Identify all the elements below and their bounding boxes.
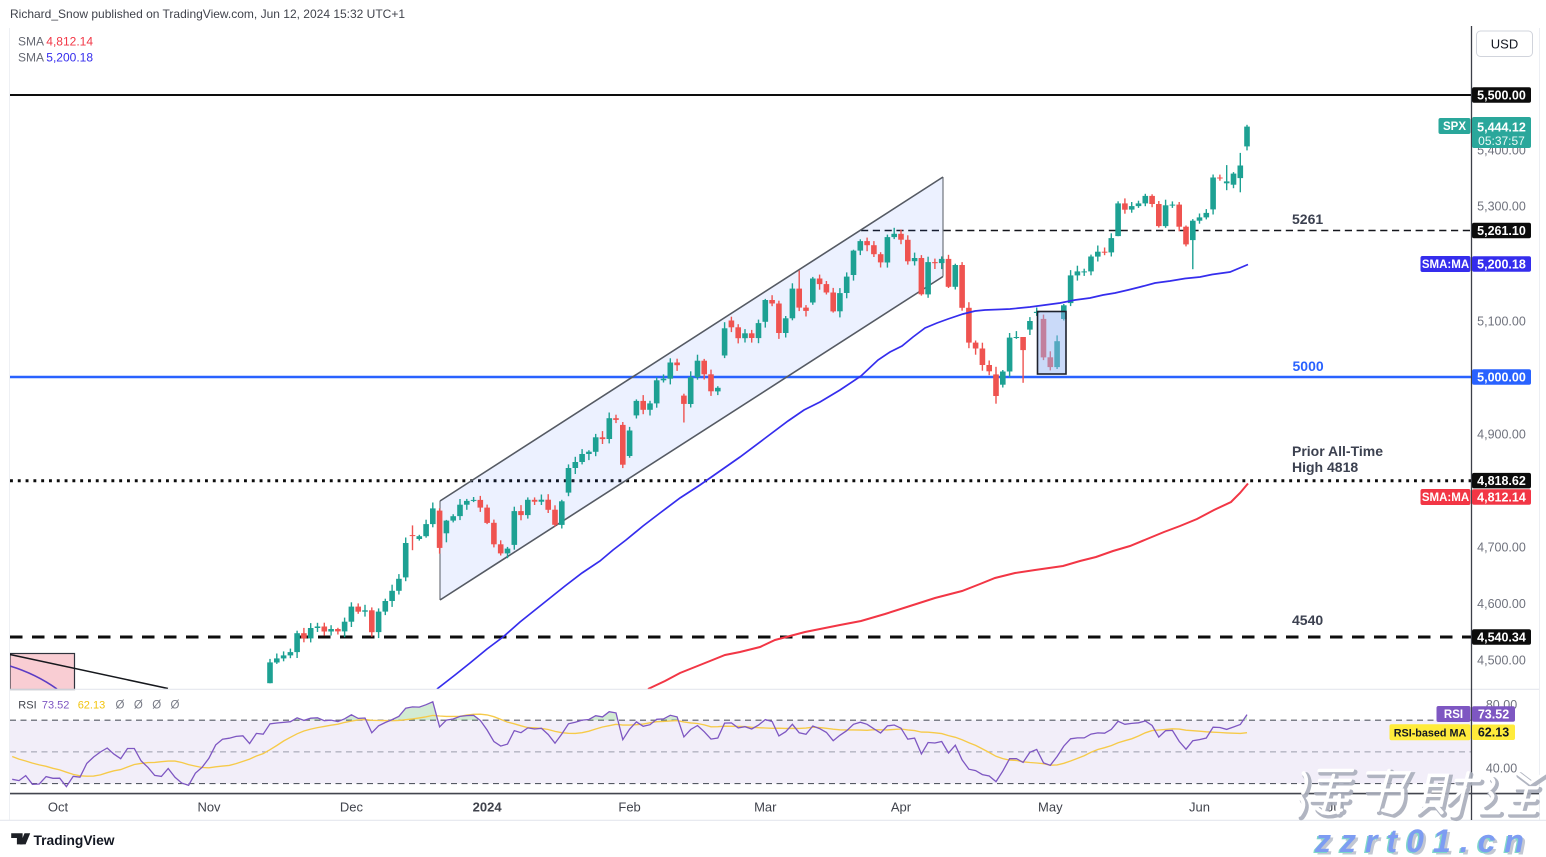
svg-text:Prior All-Time: Prior All-Time bbox=[1292, 443, 1383, 459]
svg-text:73.52: 73.52 bbox=[1478, 707, 1509, 721]
svg-text:5261: 5261 bbox=[1292, 211, 1323, 227]
svg-text:Apr: Apr bbox=[891, 800, 912, 815]
svg-text:5,100.00: 5,100.00 bbox=[1477, 315, 1526, 329]
svg-text:62.13: 62.13 bbox=[78, 700, 106, 712]
svg-text:4,600.00: 4,600.00 bbox=[1477, 597, 1526, 611]
svg-text:4,818.62: 4,818.62 bbox=[1477, 474, 1526, 488]
svg-text:Nov: Nov bbox=[197, 800, 221, 815]
svg-text:4,900.00: 4,900.00 bbox=[1477, 428, 1526, 442]
svg-text:4540: 4540 bbox=[1292, 612, 1323, 628]
svg-text:2024: 2024 bbox=[473, 800, 503, 815]
svg-text:Dec: Dec bbox=[340, 800, 364, 815]
svg-text:Mar: Mar bbox=[754, 800, 777, 815]
svg-text:5,444.12: 5,444.12 bbox=[1477, 121, 1526, 135]
svg-text:4,500.00: 4,500.00 bbox=[1477, 654, 1526, 668]
svg-text:High 4818: High 4818 bbox=[1292, 459, 1358, 475]
svg-text:zzrt01.cn: zzrt01.cn bbox=[1314, 823, 1533, 857]
svg-text:4,812.14: 4,812.14 bbox=[46, 34, 93, 48]
svg-text:zzrt01.cn: zzrt01.cn bbox=[1317, 826, 1536, 857]
svg-text:Jun: Jun bbox=[1189, 800, 1210, 815]
svg-text:5,000.00: 5,000.00 bbox=[1477, 370, 1526, 384]
svg-text:SMA: SMA bbox=[18, 34, 44, 48]
svg-text:40.00: 40.00 bbox=[1486, 761, 1517, 775]
svg-text:05:37:57: 05:37:57 bbox=[1478, 134, 1525, 148]
svg-text:TradingView: TradingView bbox=[34, 833, 115, 848]
svg-text:ØØØØ: ØØØØ bbox=[116, 700, 189, 712]
svg-text:4,700.00: 4,700.00 bbox=[1477, 541, 1526, 555]
svg-text:5,500.00: 5,500.00 bbox=[1477, 88, 1526, 102]
svg-text:5,200.18: 5,200.18 bbox=[1477, 257, 1526, 271]
svg-text:5,261.10: 5,261.10 bbox=[1477, 224, 1526, 238]
svg-text:RSI: RSI bbox=[1444, 709, 1463, 721]
svg-text:May: May bbox=[1038, 800, 1063, 815]
svg-text:SMA:MA: SMA:MA bbox=[1422, 259, 1469, 271]
svg-text:SMA: SMA bbox=[18, 50, 44, 64]
svg-text:5,300.00: 5,300.00 bbox=[1477, 200, 1526, 214]
svg-text:RSI: RSI bbox=[18, 700, 36, 712]
svg-text:Oct: Oct bbox=[48, 800, 69, 815]
svg-text:SMA:MA: SMA:MA bbox=[1422, 492, 1469, 504]
svg-text:Feb: Feb bbox=[618, 800, 640, 815]
svg-text:RSI-based MA: RSI-based MA bbox=[1394, 728, 1467, 740]
svg-text:73.52: 73.52 bbox=[42, 700, 70, 712]
svg-text:zzrt01.cn: zzrt01.cn bbox=[1313, 824, 1532, 857]
svg-text:4,540.34: 4,540.34 bbox=[1477, 630, 1526, 644]
svg-text:4,812.14: 4,812.14 bbox=[1477, 490, 1526, 504]
svg-text:5000: 5000 bbox=[1293, 358, 1324, 374]
svg-text:5,200.18: 5,200.18 bbox=[46, 50, 93, 64]
svg-text:62.13: 62.13 bbox=[1478, 726, 1509, 740]
svg-text:USD: USD bbox=[1491, 37, 1518, 52]
svg-text:SPX: SPX bbox=[1443, 121, 1466, 133]
